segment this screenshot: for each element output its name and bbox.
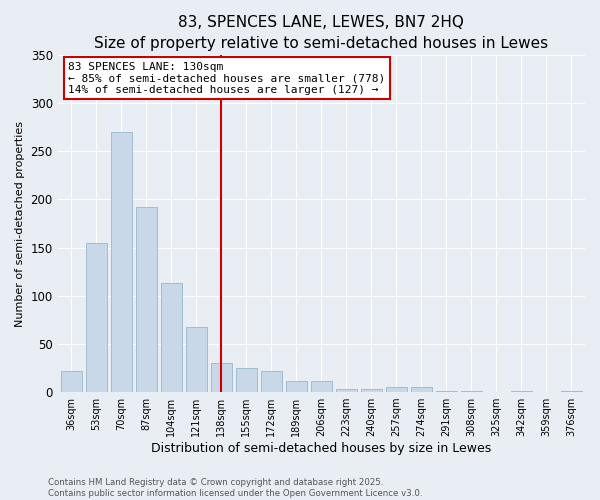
Y-axis label: Number of semi-detached properties: Number of semi-detached properties — [15, 120, 25, 326]
X-axis label: Distribution of semi-detached houses by size in Lewes: Distribution of semi-detached houses by … — [151, 442, 491, 455]
Bar — [336, 389, 357, 392]
Bar — [286, 380, 307, 392]
Bar — [211, 363, 232, 392]
Bar — [511, 391, 532, 392]
Title: 83, SPENCES LANE, LEWES, BN7 2HQ
Size of property relative to semi-detached hous: 83, SPENCES LANE, LEWES, BN7 2HQ Size of… — [94, 15, 548, 51]
Bar — [560, 391, 582, 392]
Bar — [361, 389, 382, 392]
Bar — [86, 243, 107, 392]
Bar — [386, 388, 407, 392]
Bar — [436, 391, 457, 392]
Text: Contains HM Land Registry data © Crown copyright and database right 2025.
Contai: Contains HM Land Registry data © Crown c… — [48, 478, 422, 498]
Bar — [111, 132, 132, 392]
Bar — [410, 388, 432, 392]
Bar — [236, 368, 257, 392]
Bar — [461, 391, 482, 392]
Bar — [161, 283, 182, 392]
Bar — [61, 371, 82, 392]
Bar — [136, 207, 157, 392]
Bar — [311, 382, 332, 392]
Bar — [261, 371, 282, 392]
Bar — [186, 326, 207, 392]
Text: 83 SPENCES LANE: 130sqm
← 85% of semi-detached houses are smaller (778)
14% of s: 83 SPENCES LANE: 130sqm ← 85% of semi-de… — [68, 62, 385, 95]
